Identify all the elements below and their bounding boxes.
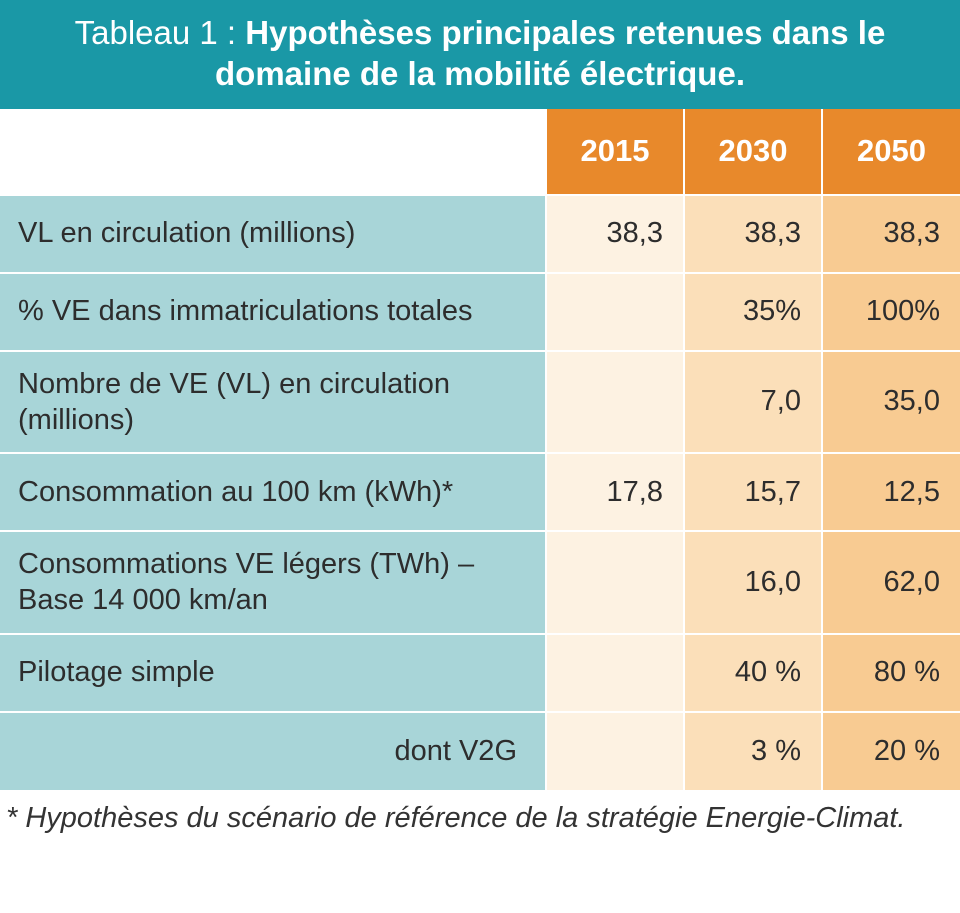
row-label: Consommations VE légers (TWh) – Base 14 … — [0, 531, 546, 634]
header-2030: 2030 — [684, 109, 822, 195]
cell-v2015 — [546, 634, 684, 712]
cell-v2050: 62,0 — [822, 531, 960, 634]
table-row: Consommations VE légers (TWh) – Base 14 … — [0, 531, 960, 634]
table-row: Consommation au 100 km (kWh)*17,815,712,… — [0, 453, 960, 531]
row-label: VL en circulation (millions) — [0, 195, 546, 273]
table-row: % VE dans immatriculations totales 35%100… — [0, 273, 960, 351]
cell-v2015: 17,8 — [546, 453, 684, 531]
cell-v2030: 40 % — [684, 634, 822, 712]
cell-v2050: 12,5 — [822, 453, 960, 531]
table-row: Pilotage simple 40 %80 % — [0, 634, 960, 712]
cell-v2050: 38,3 — [822, 195, 960, 273]
cell-v2030: 7,0 — [684, 351, 822, 454]
cell-v2050: 20 % — [822, 712, 960, 790]
cell-v2015 — [546, 273, 684, 351]
table-row: dont V2G 3 %20 % — [0, 712, 960, 790]
table-row: VL en circulation (millions)38,338,338,3 — [0, 195, 960, 273]
row-label: Consommation au 100 km (kWh)* — [0, 453, 546, 531]
row-label: Nombre de VE (VL) en circulation (millio… — [0, 351, 546, 454]
row-label: % VE dans immatriculations totales — [0, 273, 546, 351]
cell-v2050: 35,0 — [822, 351, 960, 454]
row-label: dont V2G — [0, 712, 546, 790]
cell-v2015: 38,3 — [546, 195, 684, 273]
cell-v2030: 3 % — [684, 712, 822, 790]
cell-v2030: 15,7 — [684, 453, 822, 531]
row-label: Pilotage simple — [0, 634, 546, 712]
header-2050: 2050 — [822, 109, 960, 195]
cell-v2015 — [546, 712, 684, 790]
table-body: VL en circulation (millions)38,338,338,3… — [0, 195, 960, 790]
data-table: 2015 2030 2050 VL en circulation (millio… — [0, 109, 960, 790]
cell-v2050: 80 % — [822, 634, 960, 712]
header-2015: 2015 — [546, 109, 684, 195]
cell-v2015 — [546, 351, 684, 454]
header-row: 2015 2030 2050 — [0, 109, 960, 195]
title-main: Hypothèses principales retenues dans le … — [215, 14, 885, 92]
cell-v2015 — [546, 531, 684, 634]
title-prefix: Tableau 1 : — [75, 14, 246, 51]
cell-v2030: 35% — [684, 273, 822, 351]
footnote: * Hypothèses du scénario de référence de… — [0, 790, 960, 838]
table-container: Tableau 1 : Hypothèses principales reten… — [0, 0, 960, 837]
header-blank — [0, 109, 546, 195]
cell-v2030: 16,0 — [684, 531, 822, 634]
cell-v2030: 38,3 — [684, 195, 822, 273]
table-row: Nombre de VE (VL) en circulation (millio… — [0, 351, 960, 454]
table-title-bar: Tableau 1 : Hypothèses principales reten… — [0, 0, 960, 109]
cell-v2050: 100% — [822, 273, 960, 351]
